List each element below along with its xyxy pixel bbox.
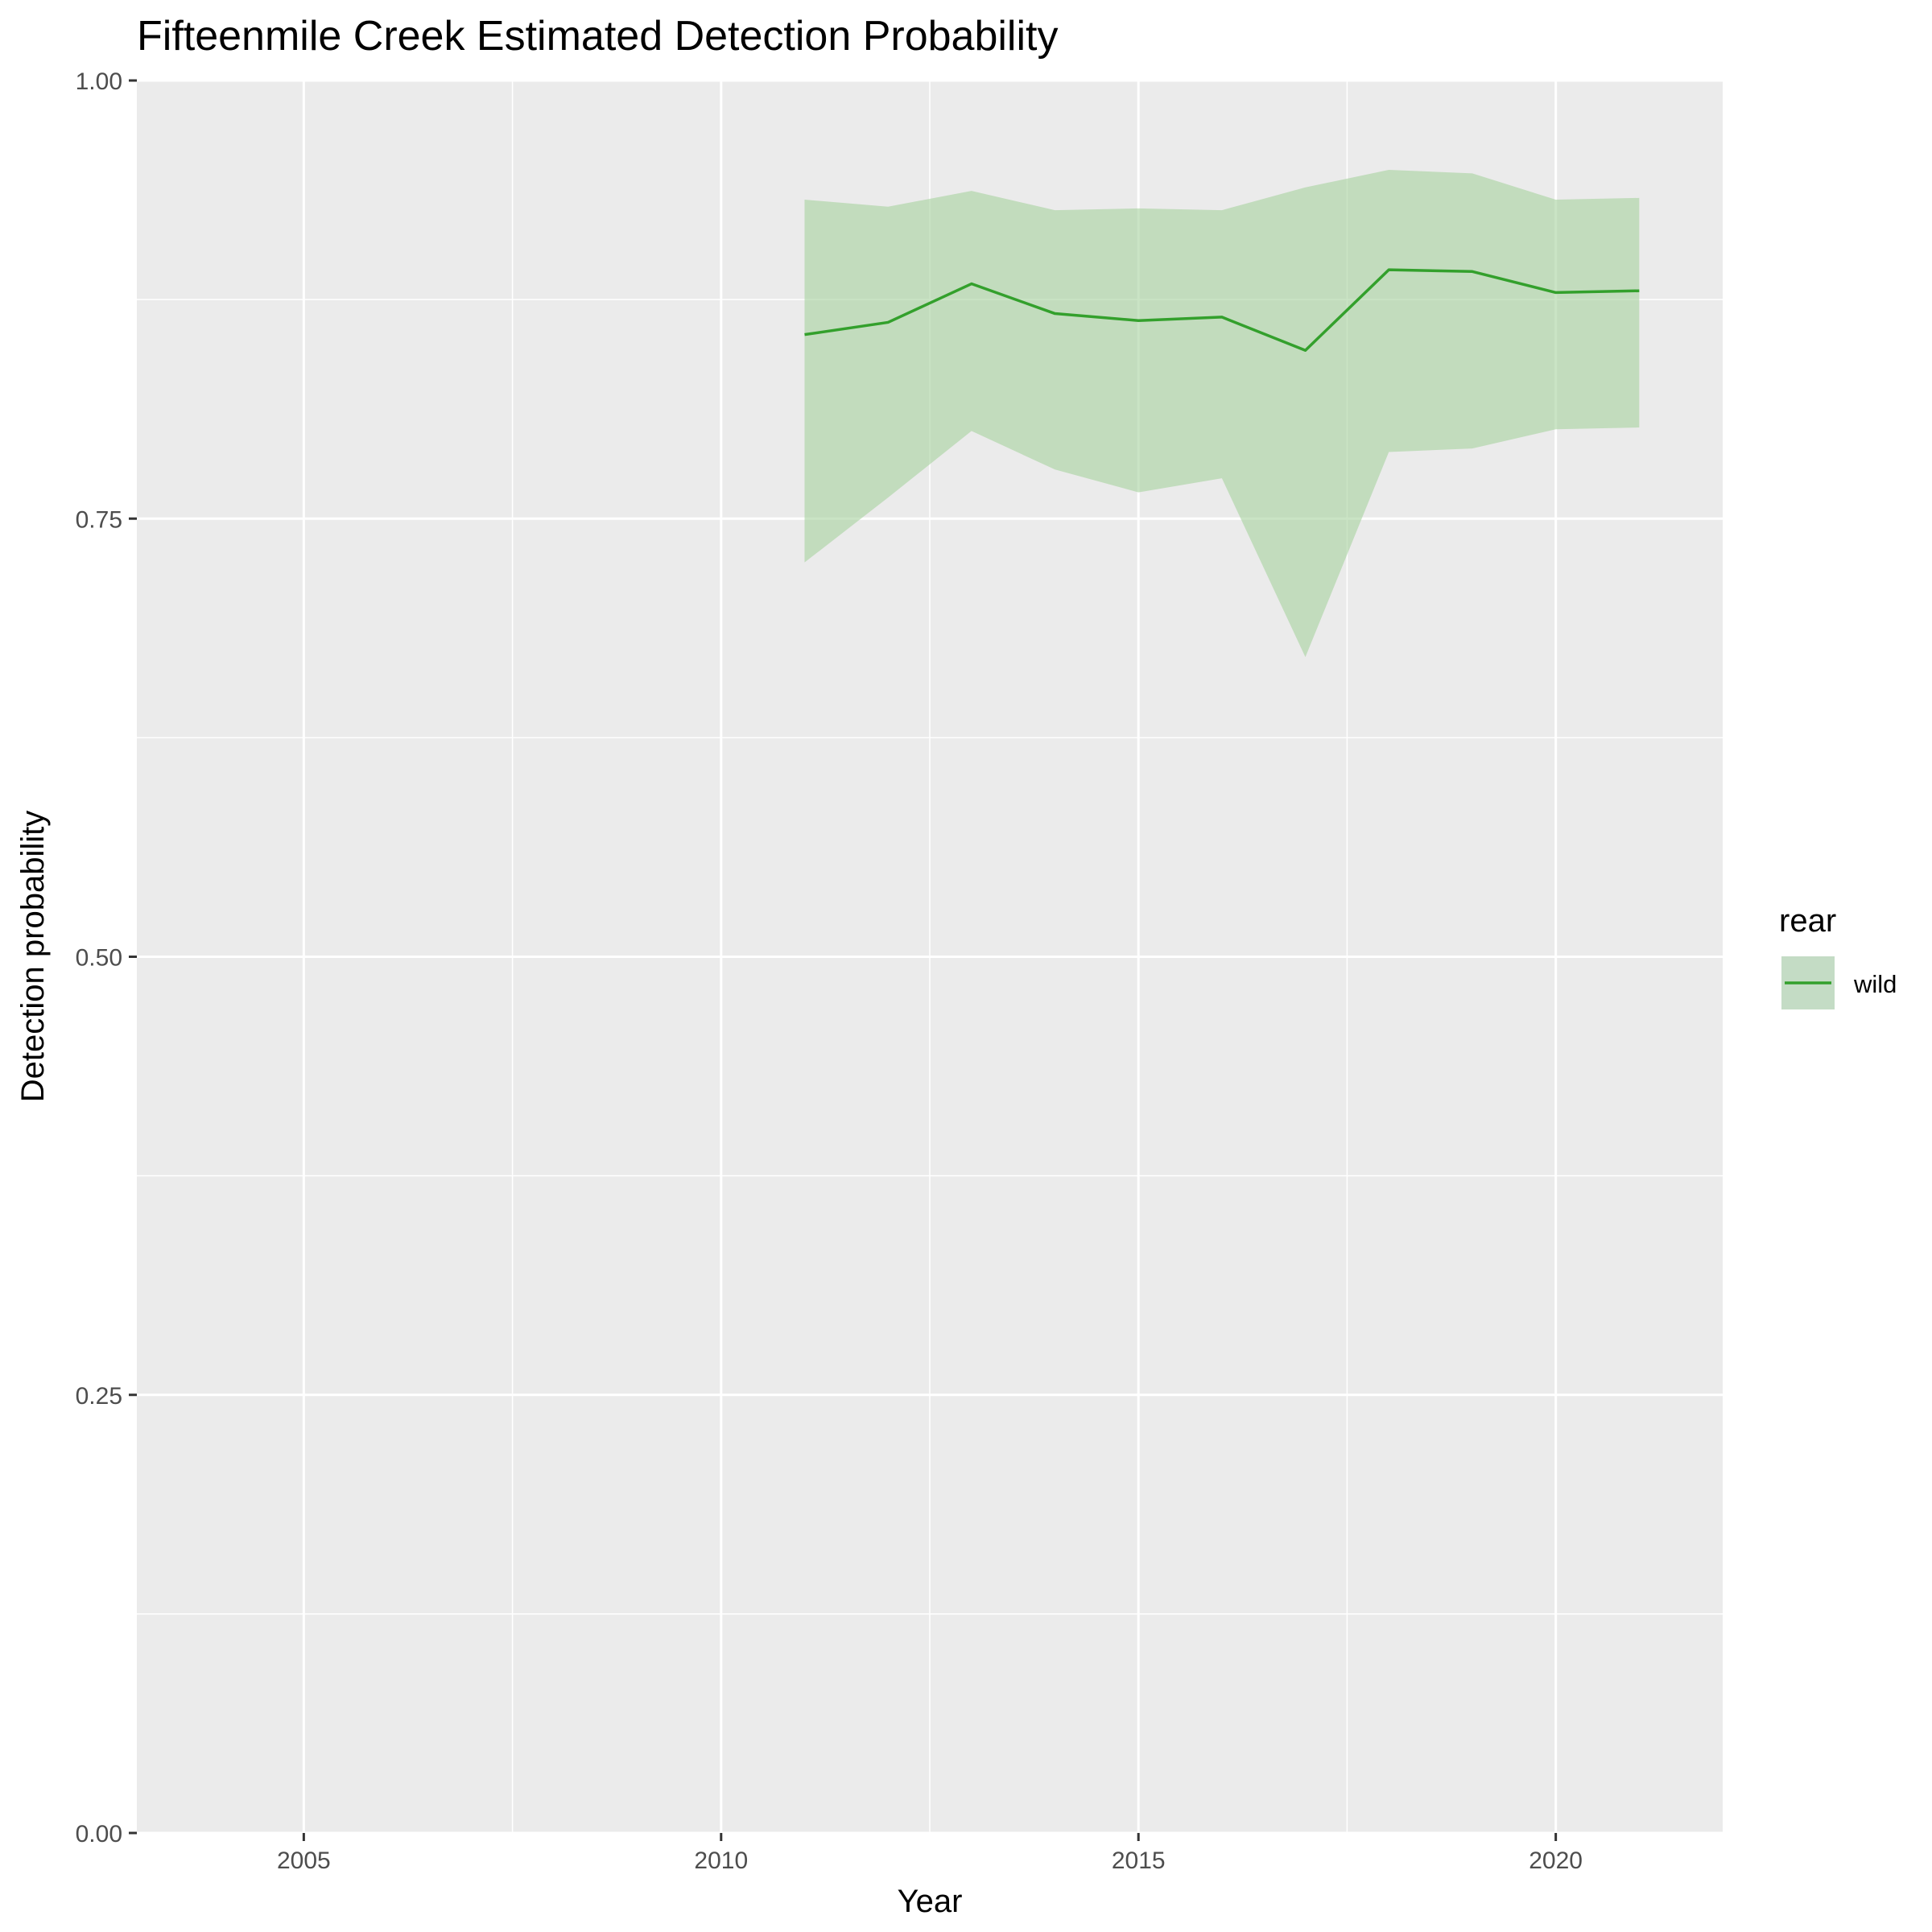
confidence-ribbon-wild — [804, 170, 1640, 658]
x-tick-label: 2010 — [694, 1847, 748, 1874]
x-axis-title: Year — [898, 1884, 963, 1919]
x-tick-label: 2005 — [277, 1847, 331, 1874]
x-tick-label: 2015 — [1112, 1847, 1166, 1874]
y-tick-label: 0.00 — [76, 1821, 122, 1847]
y-axis-title: Detection probability — [15, 811, 51, 1102]
legend-title: rear — [1779, 903, 1836, 939]
x-tick-label: 2020 — [1529, 1847, 1583, 1874]
legend: rear wild — [1779, 903, 1897, 1011]
y-tick-label: 0.25 — [76, 1383, 122, 1410]
series-line-wild — [804, 268, 1640, 353]
y-tick-label: 0.50 — [76, 945, 122, 972]
chart-title: Fifteenmile Creek Estimated Detection Pr… — [137, 13, 1058, 60]
axes: 2005 2010 2015 2020 0.00 0.25 0.50 0.75 1.00 — [76, 68, 1583, 1874]
y-tick-label: 0.75 — [76, 506, 122, 533]
y-tick-label: 1.00 — [76, 68, 122, 95]
data-layer — [804, 170, 1640, 658]
legend-label-wild: wild — [1853, 970, 1897, 998]
